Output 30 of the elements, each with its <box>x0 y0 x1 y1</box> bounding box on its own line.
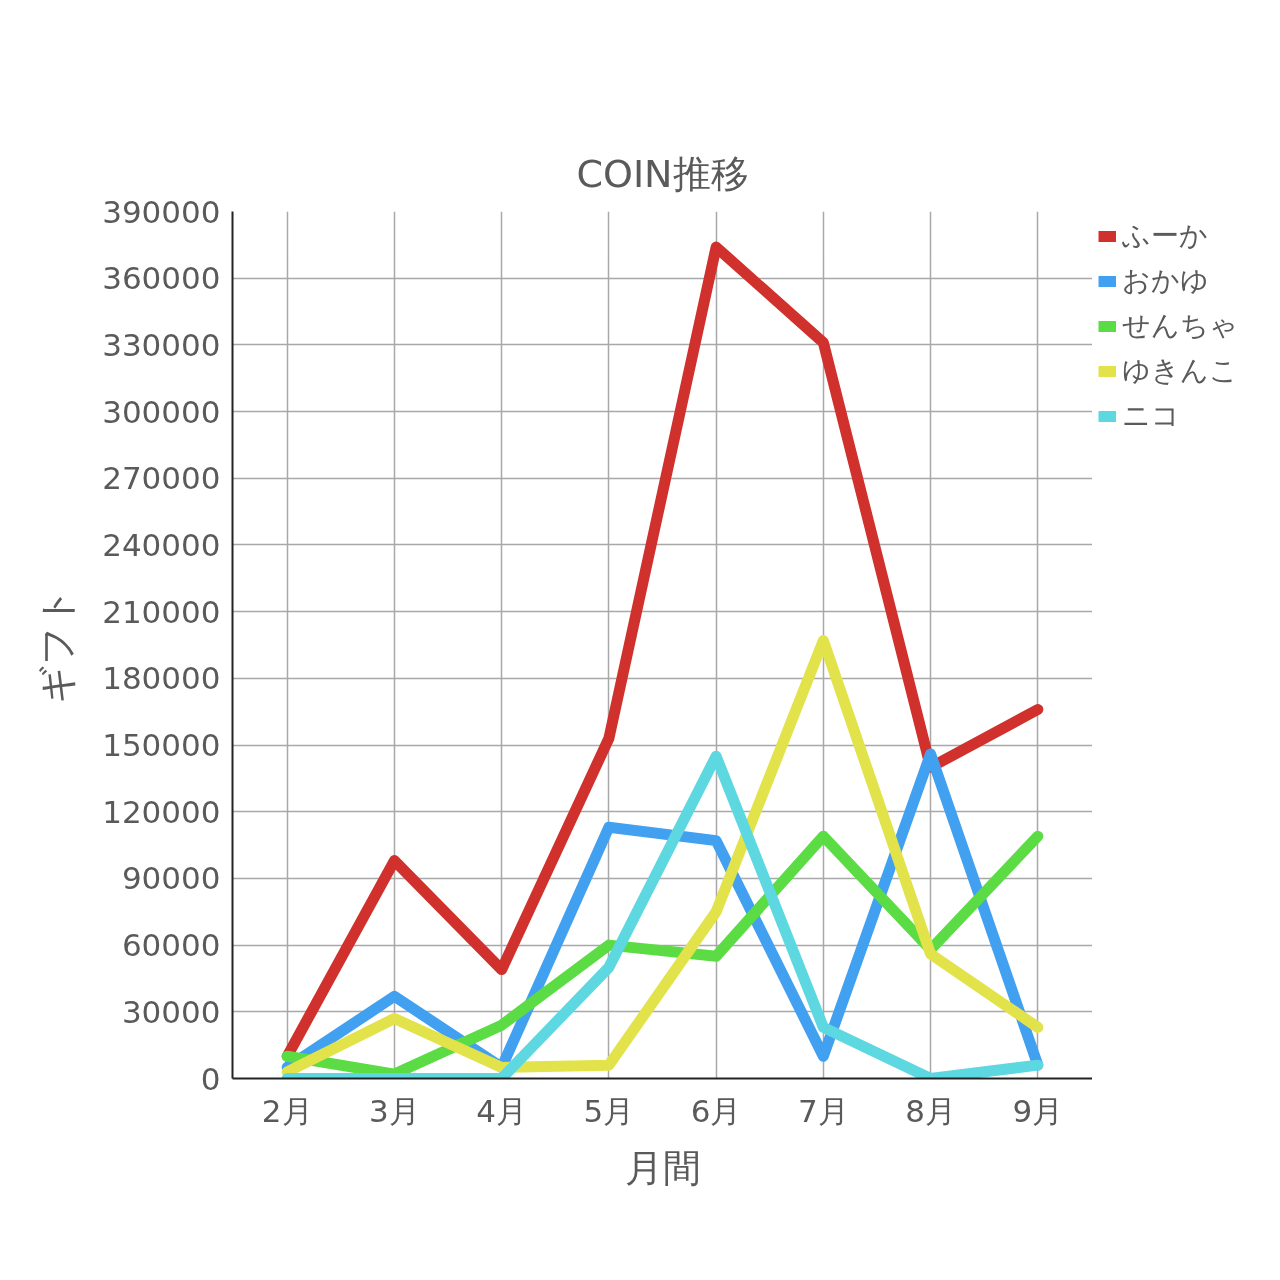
y-tick-label: 300000 <box>102 393 221 430</box>
x-tick-label: 2月 <box>261 1092 313 1129</box>
y-tick-label: 90000 <box>121 860 221 897</box>
y-tick-label: 180000 <box>102 660 221 697</box>
y-tick-label: 240000 <box>102 526 221 563</box>
y-tick-label: 150000 <box>102 727 221 764</box>
legend-label: ニコ <box>1122 398 1180 434</box>
x-tick-label: 3月 <box>369 1092 420 1129</box>
x-axis-title: 月間 <box>624 1145 701 1190</box>
y-axis-title: ギフト <box>35 586 80 704</box>
legend-label: おかゆ <box>1122 263 1209 299</box>
y-tick-label: 330000 <box>102 326 221 363</box>
y-tick-label: 30000 <box>121 993 221 1030</box>
y-tick-label: 360000 <box>102 260 221 297</box>
x-tick-label: 7月 <box>797 1092 849 1129</box>
x-tick-label: 6月 <box>690 1092 742 1129</box>
x-tick-label: 8月 <box>905 1092 956 1129</box>
y-tick-label: 210000 <box>102 593 221 630</box>
x-tick-label: 9月 <box>1012 1092 1064 1129</box>
chart-title: COIN推移 <box>576 151 749 196</box>
x-tick-label: 5月 <box>583 1092 635 1129</box>
y-tick-label: 120000 <box>102 793 221 830</box>
y-tick-label: 270000 <box>102 460 221 497</box>
legend-label: ゆきんこ <box>1122 353 1238 389</box>
legend-label: せんちゃ <box>1122 308 1238 344</box>
legend-label: ふーか <box>1122 218 1208 254</box>
y-tick-label: 0 <box>200 1060 221 1097</box>
y-tick-label: 60000 <box>121 927 221 964</box>
x-tick-label: 4月 <box>476 1092 528 1129</box>
y-tick-label: 390000 <box>102 193 221 230</box>
